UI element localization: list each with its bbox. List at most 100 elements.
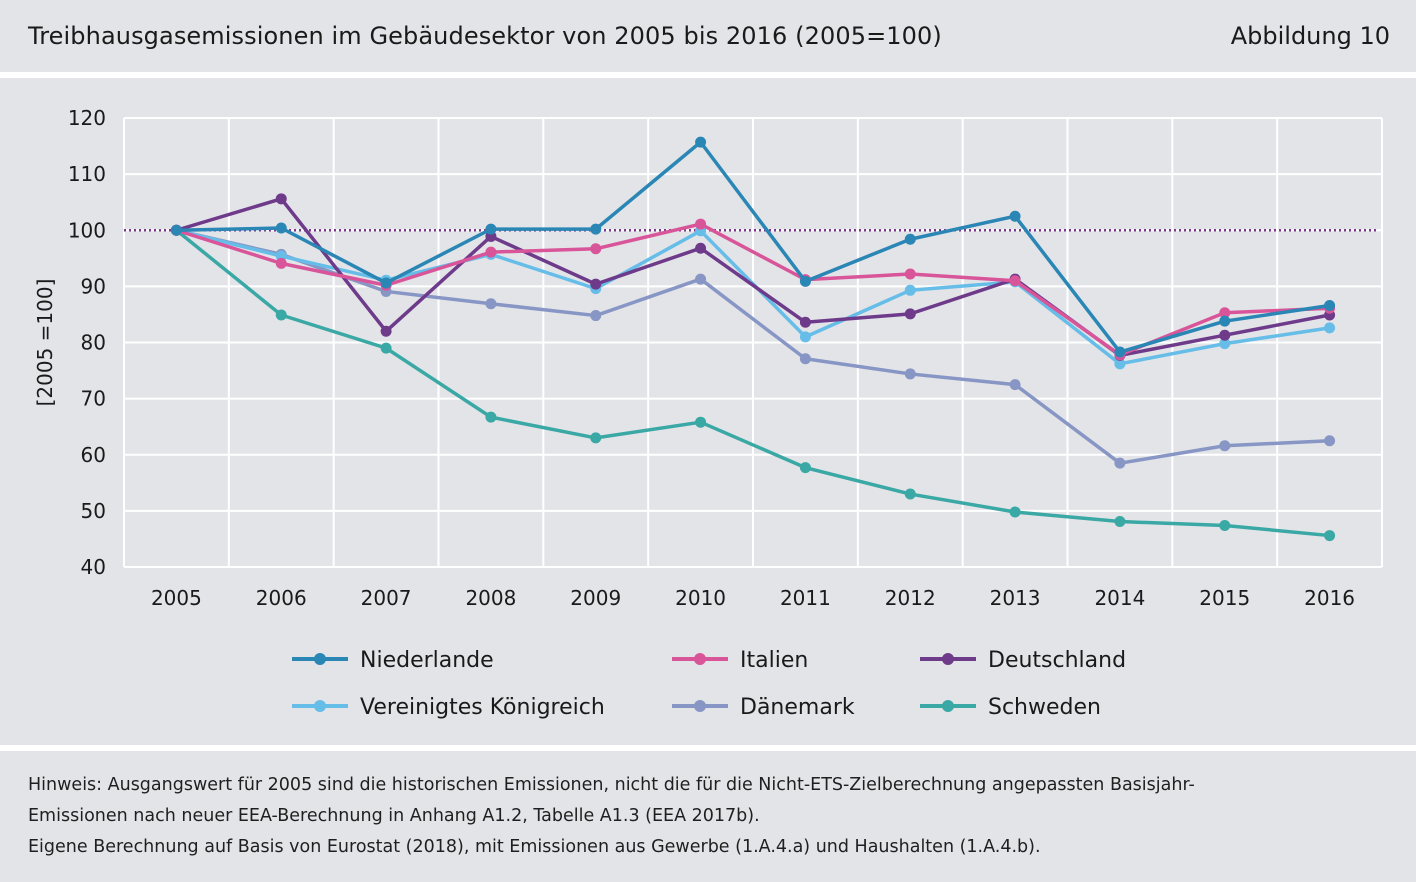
legend-label: Deutschland [988, 648, 1126, 673]
data-point [170, 224, 182, 236]
data-point [590, 243, 602, 255]
data-point [590, 278, 602, 290]
data-point [380, 277, 392, 289]
data-point [380, 342, 392, 354]
y-tick-label: 110 [68, 162, 106, 186]
data-point [695, 273, 707, 285]
data-point [904, 284, 916, 296]
data-point [1219, 307, 1231, 319]
data-point [695, 242, 707, 254]
data-point [1219, 315, 1231, 327]
x-tick-label: 2006 [256, 586, 307, 610]
data-point [1009, 210, 1021, 222]
data-point [1324, 322, 1336, 334]
x-tick-label: 2005 [151, 586, 202, 610]
data-point [695, 218, 707, 230]
legend-swatch-marker [942, 700, 954, 712]
legend-swatch-marker [314, 653, 326, 665]
x-tick-label: 2015 [1199, 586, 1250, 610]
legend-label: Dänemark [740, 695, 855, 720]
series-line [174, 197, 1332, 358]
data-point [275, 309, 287, 321]
data-point [1324, 299, 1336, 311]
data-point [275, 193, 287, 205]
series-line [174, 228, 1332, 465]
data-point [695, 416, 707, 428]
divider [0, 72, 1416, 78]
legend-label: Niederlande [360, 648, 494, 673]
y-axis-label: [2005 =100] [33, 279, 57, 407]
chart-panel: 40 50 60 70 80 90 100 110 120 2005 2006 2007 2008 200… [0, 78, 1416, 745]
data-point [1219, 338, 1231, 350]
x-tick-label: 2007 [361, 586, 412, 610]
y-tick-label: 80 [81, 331, 106, 355]
legend-label: Schweden [988, 695, 1101, 720]
x-tick-label: 2009 [570, 586, 621, 610]
data-point [590, 432, 602, 444]
y-tick-label: 120 [68, 106, 106, 130]
y-tick-label: 70 [81, 387, 106, 411]
data-point [1219, 440, 1231, 452]
data-point [1009, 275, 1021, 287]
footnote-line: Hinweis: Ausgangswert für 2005 sind die … [28, 775, 1195, 795]
data-point [904, 308, 916, 320]
legend-swatch-marker [314, 700, 326, 712]
y-tick-label: 50 [81, 499, 106, 523]
data-point [485, 411, 497, 423]
x-tick-label: 2011 [780, 586, 831, 610]
data-point [1324, 530, 1336, 542]
footnote: Hinweis: Ausgangswert für 2005 sind die … [28, 770, 1398, 863]
series-line [174, 228, 1332, 538]
legend-swatch-marker [942, 653, 954, 665]
data-point [485, 246, 497, 258]
footnote-line: Emissionen nach neuer EEA-Berechnung in … [28, 806, 760, 826]
y-tick-label: 90 [81, 274, 106, 298]
x-tick-label: 2012 [885, 586, 936, 610]
legend-label: Vereinigtes Königreich [360, 695, 605, 720]
data-point [485, 223, 497, 235]
data-point [1114, 516, 1126, 528]
data-point [590, 310, 602, 322]
legend-swatch-marker [694, 700, 706, 712]
data-point [904, 268, 916, 280]
data-point [799, 316, 811, 328]
y-tick-label: 100 [68, 218, 106, 242]
data-point [1114, 457, 1126, 469]
series-line [174, 140, 1332, 354]
data-point [1324, 435, 1336, 447]
data-point [275, 257, 287, 269]
figure-label: Abbildung 10 [1230, 22, 1390, 50]
legend-label: Italien [740, 648, 808, 673]
data-point [1009, 506, 1021, 518]
data-point [1114, 358, 1126, 370]
x-tick-label: 2013 [990, 586, 1041, 610]
data-point [1009, 379, 1021, 391]
data-point [1219, 329, 1231, 341]
data-point [1114, 346, 1126, 358]
y-tick-label: 40 [81, 555, 106, 579]
x-tick-label: 2008 [465, 586, 516, 610]
data-point [799, 462, 811, 474]
data-point [799, 353, 811, 365]
legend-swatch-marker [694, 653, 706, 665]
data-point [695, 136, 707, 148]
data-point [799, 275, 811, 287]
data-point [799, 331, 811, 343]
x-tick-label: 2016 [1304, 586, 1355, 610]
data-point [1219, 519, 1231, 531]
data-point [904, 488, 916, 500]
x-tick-label: 2014 [1094, 586, 1145, 610]
chart-title: Treibhausgasemissionen im Gebäudesektor … [28, 22, 942, 50]
footnote-line: Eigene Berechnung auf Basis von Eurostat… [28, 837, 1041, 857]
x-tick-label: 2010 [675, 586, 726, 610]
data-point [590, 223, 602, 235]
y-tick-label: 60 [81, 443, 106, 467]
data-point [904, 233, 916, 245]
divider [0, 745, 1416, 751]
data-point [485, 298, 497, 310]
header: Treibhausgasemissionen im Gebäudesektor … [0, 0, 1416, 72]
data-point [275, 222, 287, 234]
line-chart: 40 50 60 70 80 90 100 110 120 2005 2006 2007 2008 200… [33, 106, 1383, 720]
data-point [380, 325, 392, 337]
data-point [904, 368, 916, 380]
